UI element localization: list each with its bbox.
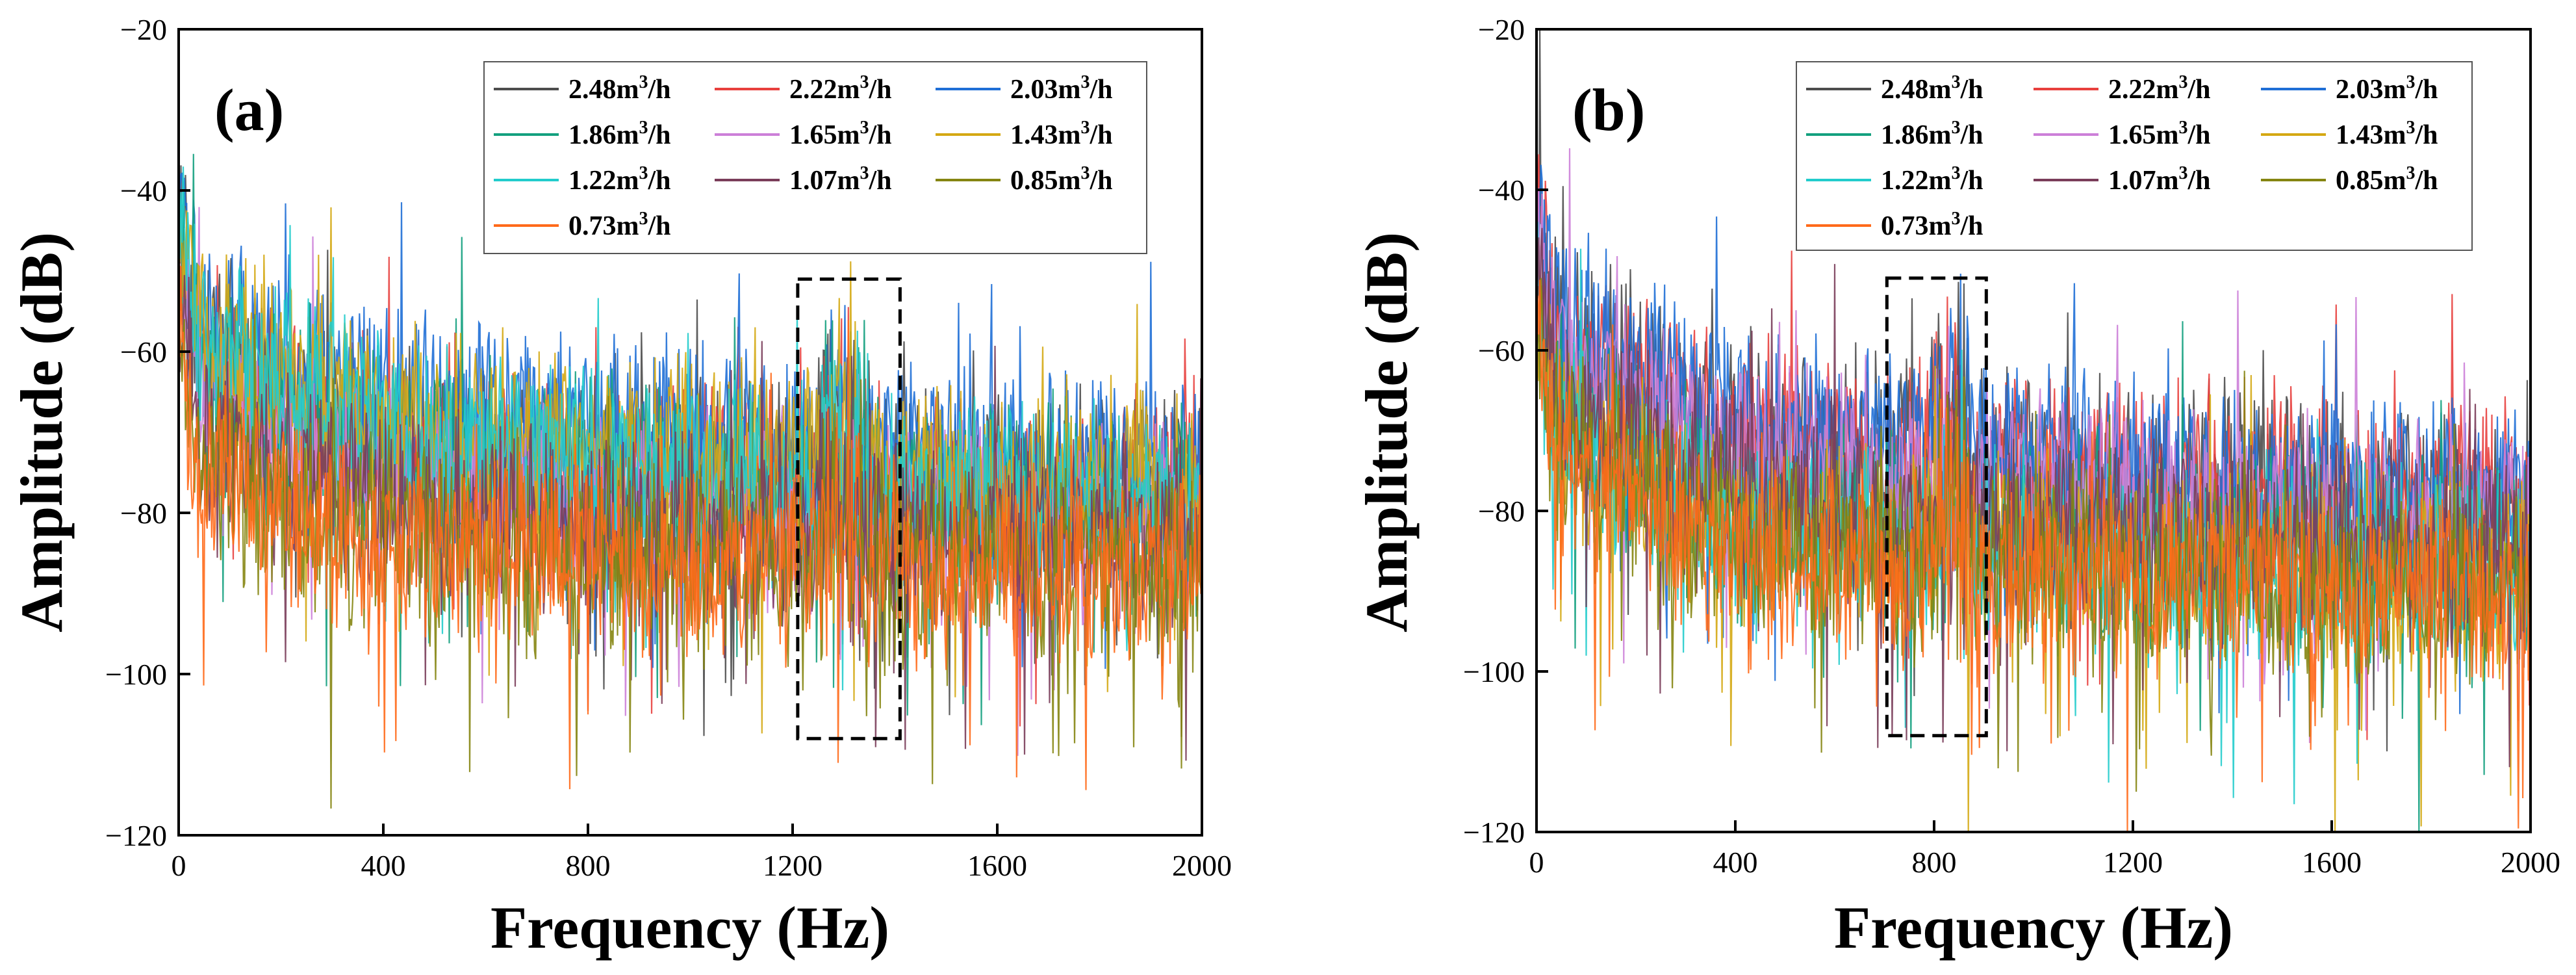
panel-a-series-1223: [177, 127, 1203, 691]
panel-b-y-axis-title: Amplitude (dB): [1353, 232, 1420, 632]
panel-a: 0 400 800 1200 1600 2000−20−40−60−80−100−120 …: [8, 13, 1232, 961]
y-tick-label: −120: [1463, 816, 1525, 849]
legend-entry: 1.22m3/h: [494, 163, 671, 196]
legend-label: 1.07m3/h: [2108, 163, 2211, 196]
y-tick-label: −20: [120, 13, 167, 46]
legend-entry: 2.48m3/h: [1806, 72, 1983, 105]
legend-label: 0.85m3/h: [2336, 163, 2438, 196]
legend-entry: 1.65m3/h: [2034, 118, 2211, 150]
panel-b-label: (b): [1572, 77, 1645, 143]
x-tick-label: 1600: [967, 849, 1027, 882]
legend-label: 1.86m3/h: [1881, 118, 1983, 150]
panel-a-legend: 2.48m3/h 2.22m3/h 2.03m3/h 1.86m3/h 1.65m3/h…: [483, 61, 1147, 254]
legend-label: 1.65m3/h: [789, 118, 892, 150]
x-tick-label: 2000: [1172, 849, 1232, 882]
legend-label: 1.65m3/h: [2108, 118, 2211, 150]
legend-label: 2.48m3/h: [568, 72, 671, 105]
legend-label: 1.22m3/h: [568, 163, 671, 196]
y-tick-label: −20: [1478, 13, 1525, 46]
legend-entry: 0.85m3/h: [2261, 163, 2438, 196]
panel-b-series-0733: [1535, 280, 2532, 831]
x-tick-label: 0: [1529, 846, 1544, 879]
legend-entry: 1.43m3/h: [936, 118, 1113, 150]
panel-b-traces: [1535, 29, 2532, 833]
legend-label: 2.22m3/h: [2108, 72, 2211, 105]
x-tick-label: 400: [1713, 846, 1758, 879]
legend-entry: 2.48m3/h: [494, 72, 671, 105]
x-tick-label: 1200: [2103, 846, 2163, 879]
legend-label: 1.43m3/h: [2336, 118, 2438, 150]
legend-entry: 1.86m3/h: [494, 118, 671, 150]
panel-a-y-axis-title: Amplitude (dB): [8, 232, 75, 632]
legend-label: 2.22m3/h: [789, 72, 892, 105]
panel-a-series-0733: [177, 266, 1203, 790]
panel-a-legend-entries: 2.48m3/h 2.22m3/h 2.03m3/h 1.86m3/h 1.65m3/h…: [494, 72, 1113, 241]
legend-entry: 0.85m3/h: [936, 163, 1113, 196]
legend-label: 1.86m3/h: [568, 118, 671, 150]
panel-b-x-axis-title: Frequency (Hz): [1834, 894, 2233, 961]
y-tick-label: −80: [1478, 495, 1525, 528]
y-tick-label: −40: [120, 174, 167, 207]
legend-entry: 1.86m3/h: [1806, 118, 1983, 150]
x-tick-label: 1600: [2302, 846, 2362, 879]
x-tick-label: 800: [1912, 846, 1957, 879]
panel-a-legend-frame: [483, 61, 1147, 254]
panel-b-plot-frame: [1535, 28, 2532, 833]
panel-a-plot-frame: [177, 28, 1203, 837]
legend-entry: 0.73m3/h: [494, 209, 671, 241]
panel-b-legend-entries: 2.48m3/h 2.22m3/h 2.03m3/h 1.86m3/h 1.65m3/h…: [1806, 72, 2438, 241]
panel-b-legend: 2.48m3/h 2.22m3/h 2.03m3/h 1.86m3/h 1.65m3/h…: [1796, 61, 2473, 251]
legend-label: 0.73m3/h: [1881, 209, 1983, 241]
panel-a-x-axis-title: Frequency (Hz): [491, 894, 889, 961]
legend-entry: 2.22m3/h: [2034, 72, 2211, 105]
x-tick-label: 2000: [2501, 846, 2560, 879]
legend-entry: 1.07m3/h: [2034, 163, 2211, 196]
y-tick-label: −120: [105, 819, 167, 852]
legend-entry: 1.07m3/h: [715, 163, 892, 196]
legend-entry: 2.22m3/h: [715, 72, 892, 105]
panel-b: 0 400 800 1200 1600 2000−20−40−60−80−100−120 …: [1353, 13, 2560, 961]
legend-label: 1.07m3/h: [789, 163, 892, 196]
legend-label: 2.03m3/h: [1010, 72, 1113, 105]
panel-a-label: (a): [214, 77, 284, 143]
y-tick-label: −80: [120, 497, 167, 530]
legend-label: 2.48m3/h: [1881, 72, 1983, 105]
panel-b-legend-frame: [1796, 61, 2473, 251]
legend-entry: 0.73m3/h: [1806, 209, 1983, 241]
y-tick-label: −100: [1463, 655, 1525, 688]
x-tick-label: 0: [172, 849, 186, 882]
legend-label: 2.03m3/h: [2336, 72, 2438, 105]
legend-label: 0.73m3/h: [568, 209, 671, 241]
y-tick-label: −40: [1478, 174, 1525, 207]
panel-b-ticks: 0 400 800 1200 1600 2000 −20 −40 −60 −80 −100 −120: [1463, 13, 2560, 879]
panel-b-highlight-box: [1885, 276, 1988, 738]
legend-entry: 1.43m3/h: [2261, 118, 2438, 150]
legend-label: 0.85m3/h: [1010, 163, 1113, 196]
x-tick-label: 400: [361, 849, 406, 882]
panel-a-traces: [177, 127, 1203, 809]
y-tick-label: −60: [1478, 334, 1525, 367]
y-tick-label: −100: [105, 658, 167, 691]
y-tick-label: −60: [120, 335, 167, 369]
x-tick-label: 1200: [763, 849, 823, 882]
legend-label: 1.43m3/h: [1010, 118, 1113, 150]
legend-entry: 1.22m3/h: [1806, 163, 1983, 196]
panel-a-highlight-box: [796, 277, 902, 740]
legend-entry: 2.03m3/h: [2261, 72, 2438, 105]
legend-entry: 2.03m3/h: [936, 72, 1113, 105]
legend-entry: 1.65m3/h: [715, 118, 892, 150]
panel-a-ticks: 0 400 800 1200 1600 2000 −20 −40 −60 −80 −100 −120: [105, 13, 1232, 882]
legend-label: 1.22m3/h: [1881, 163, 1983, 196]
x-tick-label: 800: [566, 849, 611, 882]
